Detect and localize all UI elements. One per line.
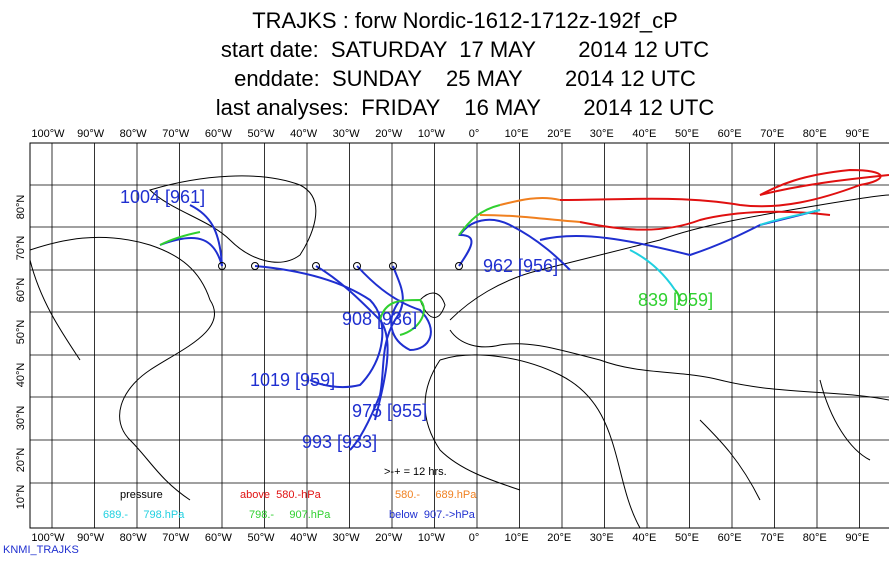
coastlines (29, 175, 889, 529)
station (389, 262, 397, 270)
lon-label: 50°W (247, 532, 275, 544)
lat-label: 30°N (15, 406, 27, 431)
lon-label: 100°W (31, 532, 65, 544)
legend-class: 580.- 689.hPa (395, 489, 477, 501)
lon-label: 70°E (760, 532, 784, 544)
lon-label: 20°W (375, 128, 403, 140)
trajectories (159, 168, 889, 451)
trajectory-label: 1019 [959] (250, 370, 335, 390)
lon-label: 30°W (333, 128, 361, 140)
lon-label: 60°E (718, 532, 742, 544)
station (218, 262, 226, 270)
lon-label: 90°W (77, 532, 105, 544)
lon-label: 90°E (845, 128, 869, 140)
lon-label: 40°W (290, 128, 318, 140)
station (251, 262, 259, 270)
title-line: last analyses: FRIDAY 16 MAY 2014 12 UTC (216, 95, 715, 120)
trajectory-label: 839 [959] (638, 290, 713, 310)
trajectory-label: 908 [936] (342, 309, 417, 329)
station (353, 262, 361, 270)
legend-class: 689.- 798.hPa (103, 509, 185, 521)
title-line: enddate: SUNDAY 25 MAY 2014 12 UTC (234, 66, 696, 91)
map-frame (29, 142, 889, 529)
footer: KNMI_TRAJKS (3, 544, 79, 556)
lat-label: 80°N (15, 195, 27, 220)
lon-label: 90°E (845, 532, 869, 544)
lon-label: 40°E (632, 128, 656, 140)
lon-label: 30°E (590, 532, 614, 544)
lon-label: 50°E (675, 532, 699, 544)
lat-label: 50°N (15, 320, 27, 345)
title: TRAJKS : forw Nordic-1612-1712z-192f_cP … (216, 8, 715, 120)
lon-label: 10°E (505, 532, 529, 544)
lat-label: 20°N (15, 448, 27, 473)
lon-label: 60°W (205, 128, 233, 140)
lon-label: 100°W (31, 128, 65, 140)
legend-class: below 907.->hPa (389, 509, 476, 521)
lon-label: 20°E (547, 532, 571, 544)
lon-label: 20°W (375, 532, 403, 544)
lon-label: 10°W (418, 128, 446, 140)
legend-class: 798.- 907.hPa (249, 509, 331, 521)
lat-label: 60°N (15, 278, 27, 303)
trajectory-label: 975 [955] (352, 401, 427, 421)
lon-label: 90°W (77, 128, 105, 140)
lon-label: 60°W (205, 532, 233, 544)
trajectory-label: 962 [956] (483, 256, 558, 276)
legend-title: pressure (120, 489, 163, 501)
lon-label: 80°E (803, 532, 827, 544)
lon-label: 40°E (632, 532, 656, 544)
lon-label: 80°W (120, 532, 148, 544)
lon-label: 80°E (803, 128, 827, 140)
stations (218, 262, 463, 270)
title-line: TRAJKS : forw Nordic-1612-1712z-192f_cP (252, 8, 678, 33)
lon-label: 30°E (590, 128, 614, 140)
lon-label: 50°W (247, 128, 275, 140)
grid (30, 143, 889, 528)
labels: 100°W 100°W 90°W 90°W 80°W 80°W 70°W 70°W 60°W 60… (3, 128, 869, 556)
lon-label: 20°E (547, 128, 571, 140)
lat-label: 40°N (15, 363, 27, 388)
lat-label: 70°N (15, 236, 27, 261)
lat-label: 10°N (15, 485, 27, 510)
trajectory-label: 993 [933] (302, 432, 377, 452)
lon-label: 40°W (290, 532, 318, 544)
legend-time-step: >-+ = 12 hrs. (384, 466, 447, 478)
lon-label: 10°W (418, 532, 446, 544)
title-line: start date: SATURDAY 17 MAY 2014 12 UTC (221, 37, 709, 62)
lon-label: 60°E (718, 128, 742, 140)
lon-label: 0° (469, 532, 480, 544)
lon-label: 30°W (333, 532, 361, 544)
trajectory-label: 1004 [961] (120, 187, 205, 207)
lon-label: 80°W (120, 128, 148, 140)
lon-label: 0° (469, 128, 480, 140)
station (312, 262, 320, 270)
lon-label: 50°E (675, 128, 699, 140)
lon-label: 70°W (162, 532, 190, 544)
lon-label: 70°E (760, 128, 784, 140)
lon-label: 10°E (505, 128, 529, 140)
station (455, 262, 463, 270)
legend-class: above 580.-hPa (240, 489, 322, 501)
lon-label: 70°W (162, 128, 190, 140)
